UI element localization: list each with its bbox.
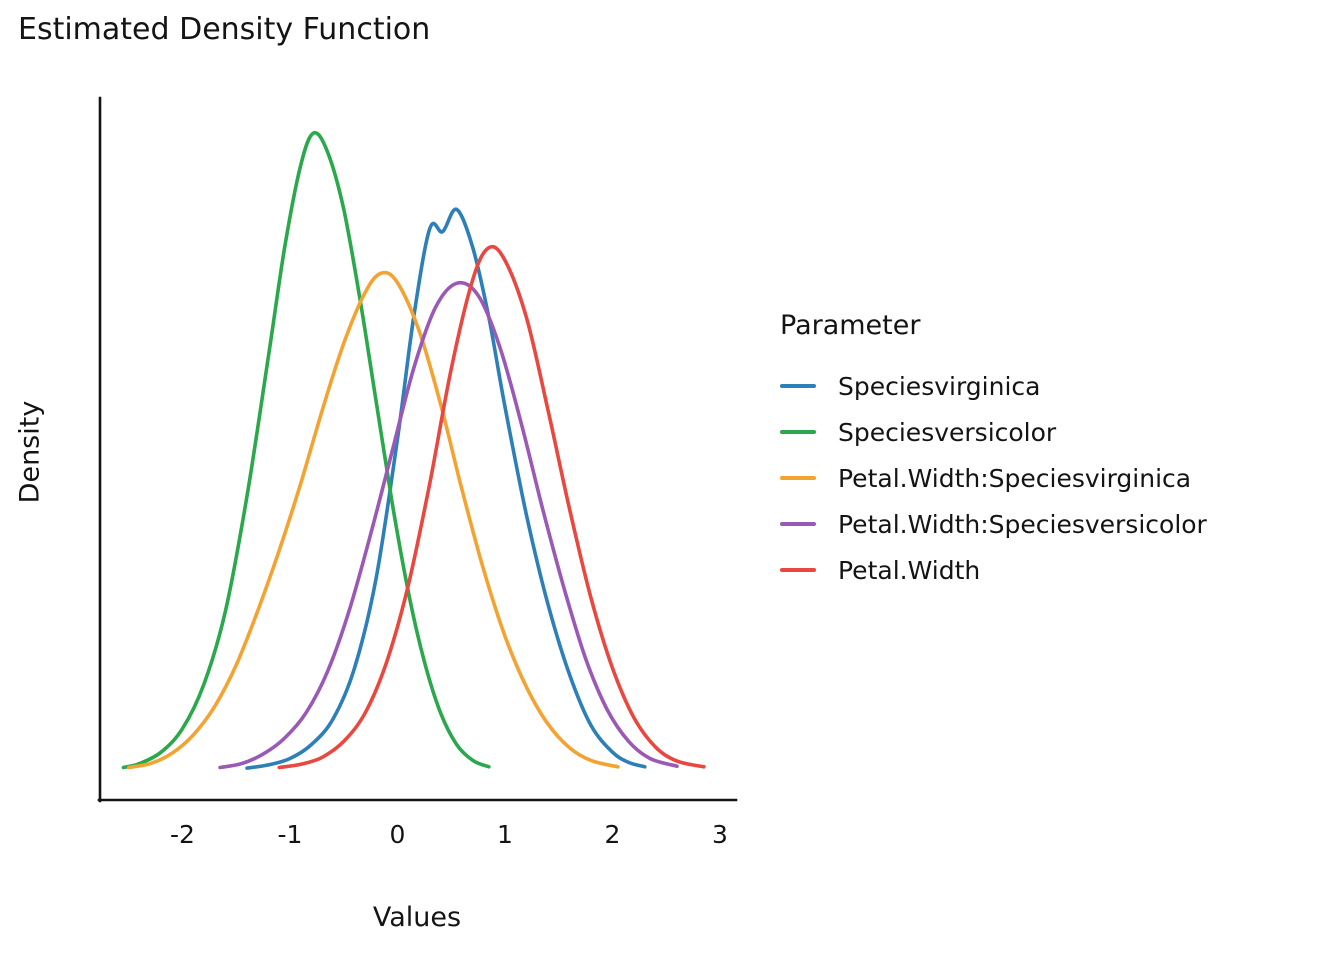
legend: Parameter Speciesvirginica Speciesversic… [780,310,1207,593]
x-tick-label: 3 [712,820,728,849]
x-axis-label: Values [372,902,462,933]
legend-line-swatch [780,384,816,388]
density-curve-petal-width [277,244,706,770]
legend-item: Petal.Width:Speciesvirginica [780,455,1207,501]
chart-title: Estimated Density Function [18,12,431,47]
density-curve-petal-width-speciesvirginica [127,270,620,770]
density-curve-speciesversicolor [121,130,491,770]
legend-line-swatch [780,430,816,434]
density-curves [121,130,706,770]
legend-item-label: Speciesversicolor [838,417,1057,447]
density-curve-petal-width-speciesversicolor [218,280,679,770]
legend-line-swatch [780,568,816,572]
y-axis-label: Density [14,400,46,504]
legend-item-label: Petal.Width:Speciesvirginica [838,463,1192,493]
x-tick-label: 0 [389,820,406,849]
legend-item-label: Petal.Width:Speciesversicolor [838,509,1207,539]
legend-item-label: Petal.Width [838,555,981,585]
x-tick-label: 1 [497,820,513,849]
legend-item: Petal.Width:Speciesversicolor [780,501,1207,547]
x-tick-label: -1 [277,820,303,849]
legend-item: Speciesversicolor [780,409,1207,455]
x-tick-label: -2 [170,820,195,849]
legend-item: Petal.Width [780,547,1207,593]
legend-line-swatch [780,476,816,480]
legend-item-label: Speciesvirginica [838,371,1041,401]
legend-title: Parameter [780,310,921,341]
axes [97,96,738,803]
legend-line-swatch [780,522,816,526]
density-curve-speciesvirginica [245,207,647,770]
legend-item: Speciesvirginica [780,363,1207,409]
x-tick-label: 2 [604,820,621,849]
